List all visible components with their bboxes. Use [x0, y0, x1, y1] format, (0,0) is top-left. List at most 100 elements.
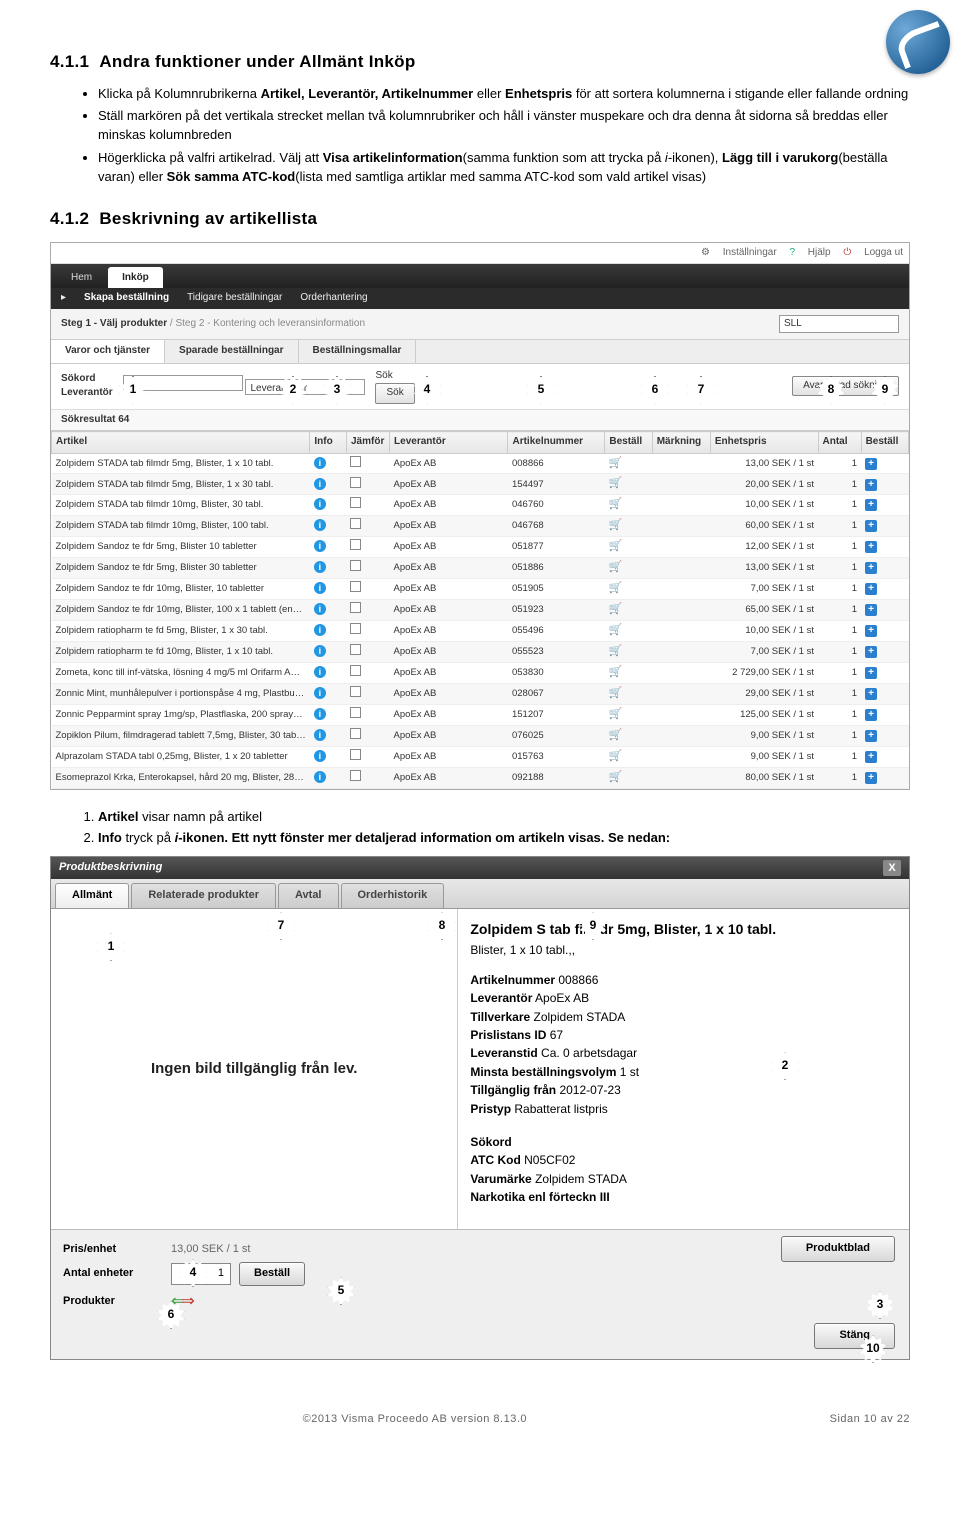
tab-mallar[interactable]: Beställningsmallar	[299, 340, 417, 363]
add-icon[interactable]: +	[865, 667, 877, 679]
col-info[interactable]: Info	[310, 432, 347, 454]
col-leverantör[interactable]: Leverantör	[390, 432, 508, 454]
add-icon[interactable]: +	[865, 751, 877, 763]
add-icon[interactable]: +	[865, 730, 877, 742]
table-row[interactable]: Zolpidem ratiopharm te fd 5mg, Blister, …	[52, 621, 909, 642]
compare-checkbox[interactable]	[350, 644, 361, 655]
compare-checkbox[interactable]	[350, 623, 361, 634]
subtab-tidigare[interactable]: Tidigare beställningar	[187, 291, 282, 306]
cart-icon[interactable]: 🛒	[609, 729, 623, 741]
tab-sparade[interactable]: Sparade beställningar	[165, 340, 298, 363]
info-icon[interactable]: i	[314, 478, 326, 490]
add-icon[interactable]: +	[865, 688, 877, 700]
table-row[interactable]: Zolpidem Sandoz te fdr 10mg, Blister, 10…	[52, 579, 909, 600]
tab-allmant[interactable]: Allmänt	[55, 883, 129, 908]
add-icon[interactable]: +	[865, 479, 877, 491]
tab-varor[interactable]: Varor och tjänster	[51, 340, 165, 363]
cart-icon[interactable]: 🛒	[609, 457, 623, 469]
info-icon[interactable]: i	[314, 540, 326, 552]
cart-icon[interactable]: 🛒	[609, 477, 623, 489]
compare-checkbox[interactable]	[350, 602, 361, 613]
compare-checkbox[interactable]	[350, 686, 361, 697]
add-icon[interactable]: +	[865, 772, 877, 784]
col-antal[interactable]: Antal	[818, 432, 861, 454]
info-icon[interactable]: i	[314, 729, 326, 741]
cart-icon[interactable]: 🛒	[609, 645, 623, 657]
compare-checkbox[interactable]	[350, 518, 361, 529]
col-artikelnummer[interactable]: Artikelnummer	[508, 432, 605, 454]
cart-icon[interactable]: 🛒	[609, 603, 623, 615]
subtab-order[interactable]: Orderhantering	[300, 291, 367, 306]
info-icon[interactable]: i	[314, 561, 326, 573]
info-icon[interactable]: i	[314, 708, 326, 720]
info-icon[interactable]: i	[314, 771, 326, 783]
table-row[interactable]: Zolpidem Sandoz te fdr 5mg, Blister 10 t…	[52, 537, 909, 558]
col-artikel[interactable]: Artikel	[52, 432, 310, 454]
add-icon[interactable]: +	[865, 646, 877, 658]
cart-icon[interactable]: 🛒	[609, 519, 623, 531]
col-jämför[interactable]: Jämför	[346, 432, 389, 454]
col-beställ[interactable]: Beställ	[861, 432, 908, 454]
cart-icon[interactable]: 🛒	[609, 687, 623, 699]
add-icon[interactable]: +	[865, 604, 877, 616]
add-icon[interactable]: +	[865, 625, 877, 637]
add-icon[interactable]: +	[865, 709, 877, 721]
cart-icon[interactable]: 🛒	[609, 540, 623, 552]
tab-orderhistorik[interactable]: Orderhistorik	[341, 883, 445, 908]
col-enhetspris[interactable]: Enhetspris	[710, 432, 818, 454]
tab-relaterade[interactable]: Relaterade produkter	[131, 883, 276, 908]
compare-checkbox[interactable]	[350, 539, 361, 550]
cart-icon[interactable]: 🛒	[609, 750, 623, 762]
bestall-button[interactable]: Beställ	[239, 1262, 305, 1286]
info-icon[interactable]: i	[314, 582, 326, 594]
link-loggaut[interactable]: Logga ut	[864, 247, 903, 258]
add-icon[interactable]: +	[865, 520, 877, 532]
info-icon[interactable]: i	[314, 645, 326, 657]
cart-icon[interactable]: 🛒	[609, 624, 623, 636]
info-icon[interactable]: i	[314, 750, 326, 762]
table-row[interactable]: Zolpidem STADA tab filmdr 10mg, Blister,…	[52, 495, 909, 516]
compare-checkbox[interactable]	[350, 665, 361, 676]
cart-icon[interactable]: 🛒	[609, 708, 623, 720]
link-installningar[interactable]: Inställningar	[723, 247, 777, 258]
table-row[interactable]: Zolpidem STADA tab filmdr 5mg, Blister, …	[52, 453, 909, 474]
table-row[interactable]: Zolpidem Sandoz te fdr 5mg, Blister 30 t…	[52, 558, 909, 579]
table-row[interactable]: Zolpidem STADA tab filmdr 10mg, Blister,…	[52, 516, 909, 537]
compare-checkbox[interactable]	[350, 560, 361, 571]
col-märkning[interactable]: Märkning	[652, 432, 710, 454]
cart-icon[interactable]: 🛒	[609, 582, 623, 594]
info-icon[interactable]: i	[314, 519, 326, 531]
link-hjalp[interactable]: Hjälp	[808, 247, 831, 258]
close-icon[interactable]: X	[883, 860, 901, 876]
compare-checkbox[interactable]	[350, 728, 361, 739]
sok-button[interactable]: Sök	[375, 383, 414, 404]
info-icon[interactable]: i	[314, 498, 326, 510]
table-row[interactable]: Esomeprazol Krka, Enterokapsel, hård 20 …	[52, 767, 909, 788]
compare-checkbox[interactable]	[350, 581, 361, 592]
tab-inkop[interactable]: Inköp	[108, 267, 163, 289]
table-row[interactable]: Zolpidem ratiopharm te fd 10mg, Blister,…	[52, 641, 909, 662]
compare-checkbox[interactable]	[350, 497, 361, 508]
subtab-skapa[interactable]: Skapa beställning	[84, 291, 169, 306]
org-select[interactable]: SLL	[779, 315, 899, 334]
add-icon[interactable]: +	[865, 499, 877, 511]
table-row[interactable]: Zopiklon Pilum, filmdragerad tablett 7,5…	[52, 725, 909, 746]
info-icon[interactable]: i	[314, 457, 326, 469]
table-row[interactable]: Zolpidem STADA tab filmdr 5mg, Blister, …	[52, 474, 909, 495]
table-row[interactable]: Alprazolam STADA tabl 0,25mg, Blister, 1…	[52, 746, 909, 767]
add-icon[interactable]: +	[865, 583, 877, 595]
add-icon[interactable]: +	[865, 541, 877, 553]
compare-checkbox[interactable]	[350, 707, 361, 718]
compare-checkbox[interactable]	[350, 770, 361, 781]
produktblad-button[interactable]: Produktblad	[781, 1236, 895, 1262]
table-row[interactable]: Zometa, konc till inf-vätska, lösning 4 …	[52, 662, 909, 683]
compare-checkbox[interactable]	[350, 456, 361, 467]
add-icon[interactable]: +	[865, 562, 877, 574]
table-row[interactable]: Zonnic Mint, munhålepulver i portionspås…	[52, 683, 909, 704]
cart-icon[interactable]: 🛒	[609, 666, 623, 678]
cart-icon[interactable]: 🛒	[609, 561, 623, 573]
compare-checkbox[interactable]	[350, 477, 361, 488]
info-icon[interactable]: i	[314, 624, 326, 636]
col-beställ[interactable]: Beställ	[605, 432, 652, 454]
cart-icon[interactable]: 🛒	[609, 498, 623, 510]
